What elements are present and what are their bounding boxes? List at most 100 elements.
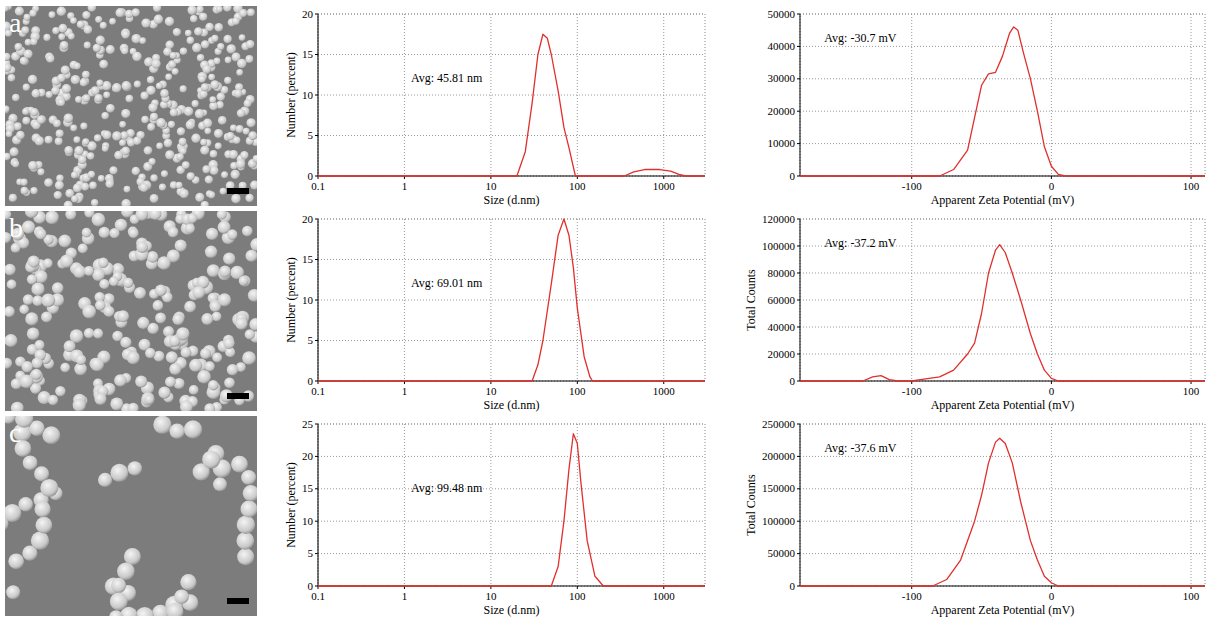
particle <box>5 515 9 532</box>
particle <box>53 120 61 128</box>
particle <box>200 146 209 155</box>
grid-line <box>800 46 1205 47</box>
particle <box>217 211 227 219</box>
particle <box>235 317 247 329</box>
data-line <box>318 434 705 586</box>
particle <box>236 125 244 133</box>
sem-image <box>5 211 257 411</box>
particle <box>30 38 37 45</box>
tick-label: 20 <box>302 8 314 20</box>
particle <box>243 485 257 501</box>
particle <box>154 15 163 24</box>
particle <box>184 107 193 116</box>
particle <box>18 497 32 511</box>
particle <box>124 186 131 193</box>
particle <box>35 136 44 145</box>
particle <box>240 151 248 159</box>
tick-label: 20000 <box>768 105 796 117</box>
particle <box>220 188 227 195</box>
particle <box>100 22 107 29</box>
particle <box>62 84 71 93</box>
grid-line <box>318 135 705 136</box>
particle <box>227 364 238 375</box>
particle <box>135 376 147 388</box>
particle <box>21 187 29 195</box>
particle <box>155 313 166 324</box>
particle <box>166 351 178 363</box>
particle <box>212 312 222 322</box>
particle <box>221 171 228 178</box>
particle <box>7 280 17 290</box>
annotation: Avg: 69.01 nm <box>411 276 483 290</box>
particle <box>150 194 159 203</box>
particle <box>23 294 34 305</box>
data-line <box>800 438 1205 586</box>
particle <box>153 6 161 12</box>
chart: 051015200.11101001000Size (d.nm)Number (… <box>284 213 706 413</box>
particle <box>231 171 239 179</box>
plot-frame <box>318 219 705 381</box>
tick-label: 40000 <box>768 40 796 52</box>
particle <box>103 91 110 98</box>
particle <box>170 52 177 59</box>
particle <box>169 423 184 438</box>
tick-label: 1 <box>402 180 408 192</box>
grid-line <box>800 300 1205 301</box>
tick-label: 100 <box>569 590 586 602</box>
particle <box>244 99 252 107</box>
particle <box>23 84 30 91</box>
particle <box>103 131 112 140</box>
particle <box>43 34 50 41</box>
particle <box>95 16 102 23</box>
particle <box>101 112 109 120</box>
particle <box>5 53 11 61</box>
tick-label: 150000 <box>762 482 796 494</box>
particle <box>36 229 47 240</box>
particle <box>34 501 50 517</box>
particle <box>12 160 19 167</box>
particle <box>232 18 240 26</box>
particle <box>197 54 205 62</box>
particle <box>207 264 220 277</box>
particle <box>231 170 240 179</box>
tick-label: 60000 <box>768 294 796 306</box>
particle <box>173 28 181 36</box>
particle <box>109 277 119 287</box>
tick-label: 15 <box>302 253 314 265</box>
particle <box>184 107 193 116</box>
particle <box>22 221 35 234</box>
particle <box>180 85 187 92</box>
particle <box>217 43 224 50</box>
data-line <box>318 34 705 176</box>
particle <box>65 211 76 220</box>
particle <box>6 585 20 599</box>
particle <box>236 69 243 76</box>
grid-line <box>318 553 705 554</box>
particle <box>110 593 128 611</box>
particle <box>139 37 146 44</box>
particle <box>179 189 188 198</box>
grid-line <box>318 95 705 96</box>
particle <box>5 334 17 347</box>
tick-label: 120000 <box>762 213 796 225</box>
particle <box>133 137 142 146</box>
tick-label: 100 <box>1183 180 1200 192</box>
particle <box>96 36 105 45</box>
particle <box>55 181 64 190</box>
particle <box>98 257 109 268</box>
particle <box>242 226 253 237</box>
particle <box>153 300 164 311</box>
particle <box>164 139 173 148</box>
particle <box>160 89 169 98</box>
grid-line <box>490 219 491 381</box>
particle <box>223 6 232 12</box>
particle <box>52 282 64 294</box>
particle <box>38 115 47 124</box>
data-group <box>800 245 1205 381</box>
particle <box>204 403 215 411</box>
particle <box>192 100 199 107</box>
particle <box>197 370 211 384</box>
particle <box>210 150 218 158</box>
grid-line <box>1051 424 1052 586</box>
particle <box>98 175 105 182</box>
